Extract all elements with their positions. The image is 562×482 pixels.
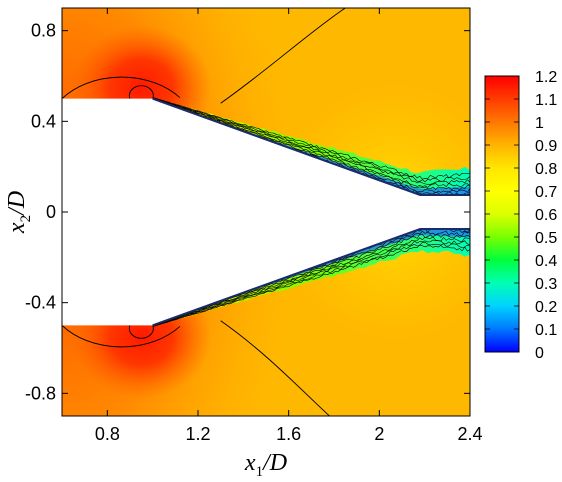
shear-iso-line xyxy=(152,233,470,327)
y-axis-label: x2/D xyxy=(4,191,34,234)
y-tick-label: -0.4 xyxy=(25,293,56,313)
colorbar-label: 1.1 xyxy=(535,92,557,109)
colorbar-label: 0.6 xyxy=(535,207,557,224)
plot-area xyxy=(62,8,470,416)
y-axis: 0.8 0.4 0 -0.4 -0.8 xyxy=(25,21,470,403)
colorbar-label: 1.2 xyxy=(535,69,557,86)
body-edge-upper xyxy=(152,97,470,196)
colorbar-label: 0.3 xyxy=(535,276,557,293)
x-tick-label: 1.2 xyxy=(185,424,210,444)
colorbar: 1.2 1.1 1 0.9 0.8 0.7 0.6 0.5 0.4 0.3 0.2 0.1 0 xyxy=(484,69,557,362)
colorbar-labels: 1.2 1.1 1 0.9 0.8 0.7 0.6 0.5 0.4 0.3 0.2 0.1 0 xyxy=(485,69,557,362)
y-tick-label: -0.8 xyxy=(25,383,56,403)
x-tick-label: 2.4 xyxy=(457,424,482,444)
x-axis-label: x1/D xyxy=(244,450,287,480)
shear-iso-line xyxy=(152,236,470,327)
x-tick-label: 2 xyxy=(374,424,384,444)
iso-line-arc xyxy=(62,325,181,348)
colorbar-label: 0.7 xyxy=(535,184,557,201)
shear-layer xyxy=(152,97,470,195)
x-tick-label: 0.8 xyxy=(95,424,120,444)
shear-iso-line xyxy=(152,241,470,327)
contour-lines xyxy=(62,8,470,416)
shear-iso-line xyxy=(152,97,470,190)
colorbar-scale xyxy=(484,75,520,353)
iso-line-lower xyxy=(220,320,330,416)
colorbar-label: 0.2 xyxy=(535,299,557,316)
y-tick-label: 0 xyxy=(46,202,56,222)
y-tick-label: 0.4 xyxy=(31,111,56,131)
colorbar-label: 0.8 xyxy=(535,161,557,178)
shear-iso-line xyxy=(152,239,470,327)
body-edge-lower xyxy=(152,228,470,327)
x-axis: 0.8 1.2 1.6 2 2.4 xyxy=(95,8,483,444)
shear-iso-line xyxy=(152,244,470,327)
colorbar-label: 0.1 xyxy=(535,322,557,339)
colorbar-label: 0.9 xyxy=(535,138,557,155)
solid-body xyxy=(62,98,470,326)
colorbar-label: 0 xyxy=(535,345,544,362)
iso-line-arc xyxy=(62,76,181,99)
colorbar-label: 0.4 xyxy=(535,253,557,270)
shear-iso-line xyxy=(152,97,470,180)
colorbar-label: 0.5 xyxy=(535,230,557,247)
shear-iso-line xyxy=(152,97,470,185)
iso-line-upper xyxy=(220,8,346,104)
y-tick-label: 0.8 xyxy=(31,21,56,41)
colorbar-label: 1 xyxy=(535,115,544,132)
x-tick-label: 1.6 xyxy=(276,424,301,444)
shear-iso-line xyxy=(152,97,470,183)
